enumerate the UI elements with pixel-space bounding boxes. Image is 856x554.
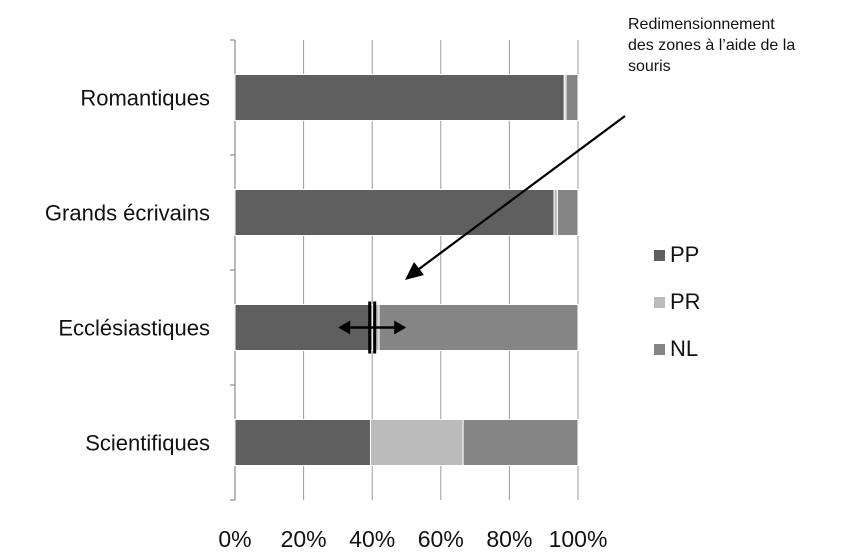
bar-segment-nl — [378, 304, 579, 351]
resize-handle[interactable] — [338, 301, 407, 354]
bars — [234, 74, 579, 466]
x-tick-label: 40% — [349, 526, 395, 552]
category-label: Ecclésiastiques — [58, 316, 210, 341]
x-tick-label: 20% — [281, 526, 327, 552]
legend-label: PR — [670, 289, 701, 314]
category-label: Grands écrivains — [45, 201, 210, 226]
annotation-arrow — [405, 115, 626, 280]
annotation-text: Redimensionnement des zones à l’aide de … — [628, 14, 854, 77]
annotation-arrow-line — [414, 115, 626, 273]
y-axis — [230, 39, 236, 501]
x-tick-label: 0% — [218, 526, 251, 552]
category-label: Scientifiques — [85, 431, 210, 456]
x-tick-label: 100% — [549, 526, 608, 552]
bar-segment-nl — [462, 419, 579, 466]
legend-swatch — [654, 344, 665, 355]
bar-segment-pr — [553, 189, 558, 236]
bar-segment-nl — [556, 189, 579, 236]
bar-segment-nl — [565, 74, 579, 121]
handle-arrow-left — [338, 320, 351, 335]
bar-segment-pp — [234, 189, 555, 236]
category-label: Romantiques — [80, 86, 210, 111]
double-headed-horizontal-arrow-icon[interactable] — [338, 301, 407, 354]
annotation-line: Redimensionnement — [628, 16, 775, 33]
legend-label: PP — [670, 242, 699, 267]
annotation-line: des zones à l’aide de la — [628, 37, 796, 54]
legend-label: NL — [670, 336, 698, 361]
handle-arrow-right — [394, 320, 407, 335]
annotation-line: souris — [628, 58, 671, 75]
legend-swatch — [654, 250, 665, 261]
x-tick-label: 60% — [418, 526, 464, 552]
legend-swatch — [654, 297, 665, 308]
bar-segment-pr — [369, 419, 464, 466]
bar-segment-pp — [234, 74, 565, 121]
legend: PP PR NL — [654, 242, 701, 361]
x-tick-labels: 0% 20% 40% 60% 80% 100% — [218, 526, 607, 552]
annotation-arrow-head — [405, 262, 424, 280]
category-labels: Romantiques Grands écrivains Ecclésiastiqu… — [45, 86, 210, 456]
x-tick-label: 80% — [486, 526, 532, 552]
bar-segment-pp — [234, 419, 371, 466]
